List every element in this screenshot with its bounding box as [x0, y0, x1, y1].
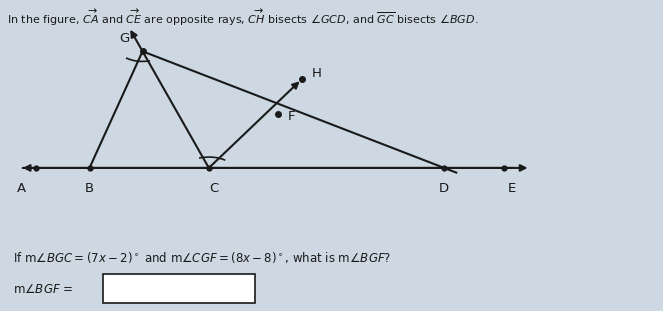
- Text: In the figure, $\overrightarrow{CA}$ and $\overrightarrow{CE}$ are opposite rays: In the figure, $\overrightarrow{CA}$ and…: [7, 8, 478, 28]
- Text: If m$\angle BGC = (7x-2)^\circ$ and m$\angle CGF = (8x-8)^\circ$, what is m$\ang: If m$\angle BGC = (7x-2)^\circ$ and m$\a…: [13, 250, 392, 265]
- Text: G: G: [119, 32, 129, 45]
- Text: m$\angle BGF$ =: m$\angle BGF$ =: [13, 283, 74, 296]
- Text: B: B: [85, 182, 94, 195]
- Text: F: F: [288, 109, 296, 123]
- Text: E: E: [508, 182, 516, 195]
- Text: C: C: [210, 182, 219, 195]
- Text: D: D: [439, 182, 450, 195]
- Text: A: A: [17, 182, 27, 195]
- FancyBboxPatch shape: [103, 274, 255, 303]
- Text: H: H: [312, 67, 321, 80]
